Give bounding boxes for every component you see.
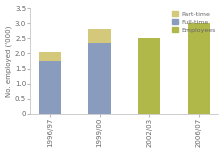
Legend: Part-time, Full-time, Employees: Part-time, Full-time, Employees [172,11,215,33]
Bar [39,61,61,114]
Bar [187,23,210,114]
Bar [88,43,111,114]
Bar [138,38,160,114]
Bar [88,29,111,43]
Y-axis label: No. employed ('000): No. employed ('000) [6,25,12,97]
Bar [39,52,61,61]
